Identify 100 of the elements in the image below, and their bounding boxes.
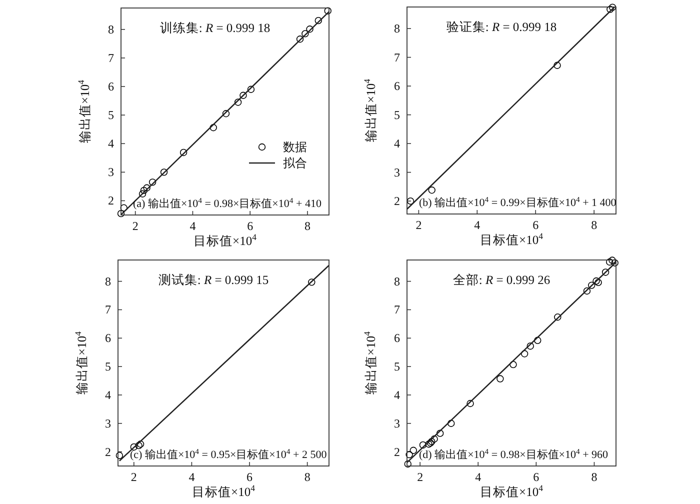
point <box>160 168 168 176</box>
y-tick-label: 4 <box>105 388 111 402</box>
x-tick-label: 4 <box>475 470 482 484</box>
y-tick-label: 5 <box>105 360 111 374</box>
point <box>592 277 600 285</box>
text: 验证集: R = 0.999 18 <box>446 20 557 34</box>
point <box>234 98 242 106</box>
point <box>247 86 255 93</box>
x-tick-label: 2 <box>416 218 422 232</box>
x-axis-title: 目标值×10$^{4}$ <box>194 232 258 248</box>
text: 训练集: R = 0.999 18 <box>160 21 270 35</box>
annotation: (d) 输出值×10$^{4}$ = 0.98×目标值×10$^{4}$ + 960 <box>419 446 609 461</box>
point <box>419 441 427 449</box>
y-tick-label: 4 <box>394 388 400 402</box>
point <box>554 62 561 69</box>
y-tick-label: 5 <box>394 360 400 374</box>
point <box>406 197 414 205</box>
point <box>136 440 144 448</box>
point <box>180 148 188 156</box>
y-tick-label: 2 <box>394 194 400 208</box>
x-tick-label: 6 <box>533 470 540 484</box>
x-tick-label: 2 <box>130 470 137 484</box>
point <box>606 6 614 13</box>
point <box>534 336 542 344</box>
legend-label: 数据 <box>283 140 307 154</box>
point <box>314 16 322 24</box>
point <box>210 124 217 132</box>
point <box>606 258 614 266</box>
y-tick-label: 5 <box>108 108 114 122</box>
point <box>222 110 230 118</box>
x-axis-title: 目标值×10$^{4}$ <box>192 483 256 499</box>
y-tick-label: 5 <box>394 108 400 122</box>
point <box>324 7 332 14</box>
y-tick-label: 3 <box>394 165 400 180</box>
text: 全部: R = 0.999 26 <box>452 273 550 287</box>
y-tick-label: 2 <box>394 444 400 459</box>
annotation: (c) 输出值×10$^{4}$ = 0.95×目标值×10$^{4}$ + 2 500 <box>130 446 328 461</box>
x-tick-label: 6 <box>532 218 539 232</box>
point <box>425 440 432 448</box>
x-tick-label: 8 <box>591 470 598 484</box>
y-tick-label: 7 <box>394 50 400 64</box>
point <box>296 36 304 43</box>
y-tick-label: 4 <box>108 136 114 151</box>
point <box>130 443 138 451</box>
point <box>611 259 618 266</box>
x-tick-label: 6 <box>246 470 253 484</box>
point <box>410 446 417 454</box>
y-tick-label: 6 <box>394 331 400 346</box>
x-axis-title: 目标值×10$^{4}$ <box>480 483 544 499</box>
point <box>583 287 591 295</box>
y-tick-label: 7 <box>394 302 400 317</box>
y-tick-label: 8 <box>105 274 111 288</box>
point <box>148 178 156 186</box>
y-tick-label: 2 <box>105 444 111 459</box>
point <box>308 278 316 286</box>
x-tick-label: 6 <box>247 219 254 233</box>
point <box>436 430 444 437</box>
y-tick-label: 4 <box>394 136 400 151</box>
point <box>143 184 150 192</box>
x-tick-label: 4 <box>474 218 480 232</box>
point <box>588 282 596 289</box>
point <box>608 4 616 11</box>
y-tick-label: 6 <box>394 79 400 94</box>
y-tick-label: 8 <box>394 22 400 36</box>
point <box>306 26 314 33</box>
annotation: (a) 输出值×10$^{4}$ = 0.98×目标值×10$^{4}$ + 410 <box>133 196 322 210</box>
point <box>302 30 309 38</box>
y-tick-label: 8 <box>108 22 114 36</box>
point <box>404 460 412 468</box>
point <box>602 268 610 276</box>
point <box>116 452 124 460</box>
point <box>608 256 616 264</box>
x-tick-label: 2 <box>132 219 138 233</box>
y-tick-label: 6 <box>105 331 111 346</box>
y-tick-label: 3 <box>108 165 114 180</box>
x-tick-label: 8 <box>304 470 310 484</box>
y-tick-label: 2 <box>108 194 114 208</box>
y-tick-label: 3 <box>105 416 111 430</box>
point <box>135 442 142 450</box>
point <box>138 190 146 198</box>
point <box>594 278 602 286</box>
x-tick-label: 8 <box>304 219 310 233</box>
point <box>240 92 247 99</box>
point <box>406 451 413 458</box>
y-tick-label: 7 <box>105 302 111 317</box>
point <box>554 314 562 321</box>
x-axis-title: 目标值×10$^{4}$ <box>480 231 544 247</box>
x-tick-label: 2 <box>417 470 424 484</box>
legend-label: 拟合 <box>283 156 307 170</box>
point <box>466 400 474 408</box>
y-tick-label: 6 <box>108 80 114 94</box>
point <box>526 342 534 350</box>
point <box>428 186 436 194</box>
x-tick-label: 4 <box>190 219 196 233</box>
point <box>140 186 148 194</box>
x-tick-label: 8 <box>591 218 598 232</box>
point <box>448 420 455 427</box>
point <box>430 435 438 443</box>
y-tick-label: 7 <box>108 50 114 65</box>
point <box>117 210 125 218</box>
